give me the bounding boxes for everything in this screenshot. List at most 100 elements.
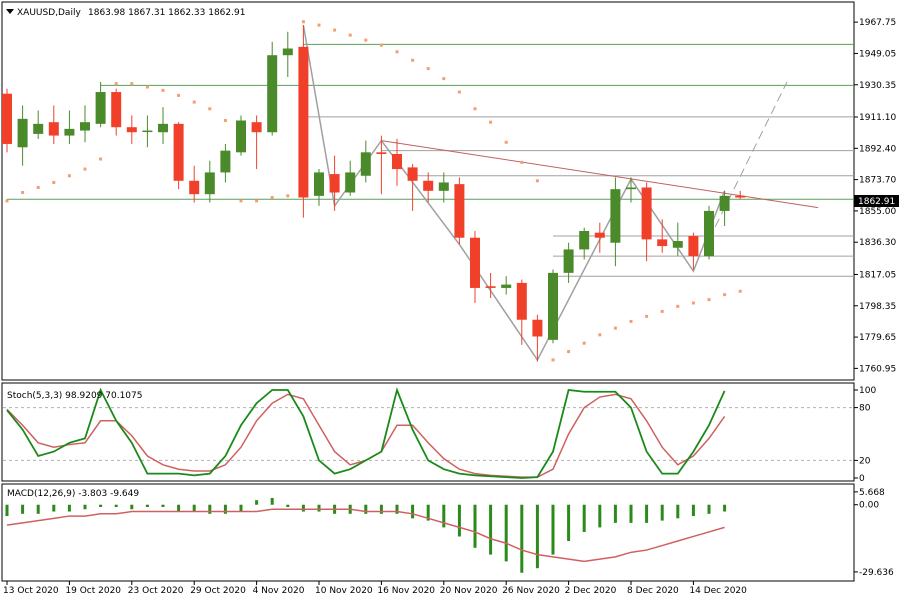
candle [17, 118, 28, 148]
candle [704, 210, 714, 257]
time-tick-label: 14 Dec 2020 [689, 586, 747, 596]
macd-bar [504, 504, 508, 562]
macd-bar [582, 504, 586, 532]
candle [360, 152, 371, 176]
candle [688, 236, 699, 257]
candle [501, 284, 512, 288]
sar-dot [660, 309, 664, 313]
candle [735, 195, 746, 198]
candle [454, 184, 465, 238]
sar-dot [379, 43, 383, 47]
macd-bar [208, 504, 212, 514]
pattern-lines [302, 24, 819, 362]
price-axis: 1967.75 1949.05 1930.35 1911.10 1892.40 1873.… [854, 18, 896, 578]
sar-dot [411, 58, 415, 62]
macd-signal-line [6, 508, 725, 563]
macd-bar [83, 504, 87, 510]
macd-bar [598, 504, 602, 528]
candle [657, 239, 668, 247]
sar-dot [567, 350, 571, 354]
macd-bar [457, 504, 461, 537]
sar-dot [36, 185, 40, 189]
macd-bar [52, 504, 56, 512]
macd-bar [567, 504, 571, 541]
macd-label: MACD(12,26,9) -3.803 -9.649 [7, 489, 139, 499]
stoch-tick-label: 100 [859, 386, 876, 396]
sar-dot [691, 301, 695, 305]
macd-bar [270, 497, 274, 505]
sar-dot [364, 38, 368, 42]
sar-dot [301, 20, 305, 24]
candle [126, 127, 137, 133]
macd-tick-label: -29.636 [859, 568, 894, 578]
sar-dot [130, 82, 134, 86]
macd-bar [520, 504, 524, 573]
macd-bar [161, 504, 165, 507]
projection-line [708, 81, 788, 240]
macd-bar [364, 504, 368, 514]
candle [485, 286, 496, 288]
sar-dot [333, 28, 337, 32]
sar-dot [208, 107, 212, 111]
candle [626, 187, 636, 190]
sar-dot [239, 199, 243, 203]
candle [95, 92, 106, 124]
time-tick-label: 10 Nov 2020 [315, 586, 373, 596]
candle [407, 167, 418, 181]
stoch-signal-line [6, 393, 726, 478]
candle [204, 172, 215, 195]
sar-dot [520, 160, 524, 164]
sar-dot [255, 199, 259, 203]
macd-bar [395, 504, 399, 514]
macd-bar [676, 504, 680, 519]
time-tick-label: 13 Oct 2020 [3, 586, 59, 596]
macd-bar [707, 504, 711, 514]
macd-bar [379, 504, 383, 514]
macd-bar [551, 504, 555, 555]
price-tick-label: 1873.70 [859, 176, 896, 186]
stoch-tick-label: 20 [859, 456, 871, 466]
sar-dot [395, 50, 399, 54]
sar-dot [738, 289, 742, 293]
macd-bar [223, 504, 227, 514]
macd-bar [255, 500, 259, 505]
sar-dot [177, 93, 181, 97]
symbol-dropdown-icon[interactable] [6, 9, 14, 14]
macd-tick-label: 0.00 [859, 501, 879, 511]
sar-dot [114, 82, 118, 86]
sar-dot [613, 326, 617, 330]
candle [641, 187, 652, 240]
stoch-label: Stoch(5,3,3) 98.9209 70.1075 [7, 391, 142, 401]
sar-dot [535, 179, 539, 183]
macd-bar [67, 504, 71, 512]
price-tick-label: 1798.35 [859, 302, 896, 312]
level-lines [7, 43, 854, 277]
price-tick-label: 1911.10 [859, 113, 896, 123]
sar-dot [645, 314, 649, 318]
sar-dot [317, 23, 321, 27]
macd-bar [411, 504, 415, 519]
sar-dot [286, 194, 290, 198]
time-tick-label: 16 Nov 2020 [377, 586, 435, 596]
stoch-tick-label: 80 [859, 404, 871, 414]
macd-bar [535, 504, 539, 569]
macd-bar [317, 504, 321, 512]
stochastic [3, 387, 854, 479]
macd-bar [36, 504, 40, 514]
candle [189, 180, 200, 195]
sar-dot [504, 140, 508, 144]
candle [563, 249, 574, 273]
candle [345, 172, 356, 193]
candle [516, 282, 527, 320]
sar-dot [161, 88, 165, 92]
parabolic-sar [5, 20, 742, 362]
candle [548, 272, 558, 340]
macd-bar [114, 504, 118, 507]
candle [314, 172, 324, 196]
candle [423, 180, 434, 191]
time-tick-label: 23 Oct 2020 [128, 586, 184, 596]
macd-bar [239, 504, 243, 512]
stoch-panel-frame [1, 382, 855, 482]
current-price-label: 1862.91 [858, 197, 895, 207]
sar-dot [676, 304, 680, 308]
